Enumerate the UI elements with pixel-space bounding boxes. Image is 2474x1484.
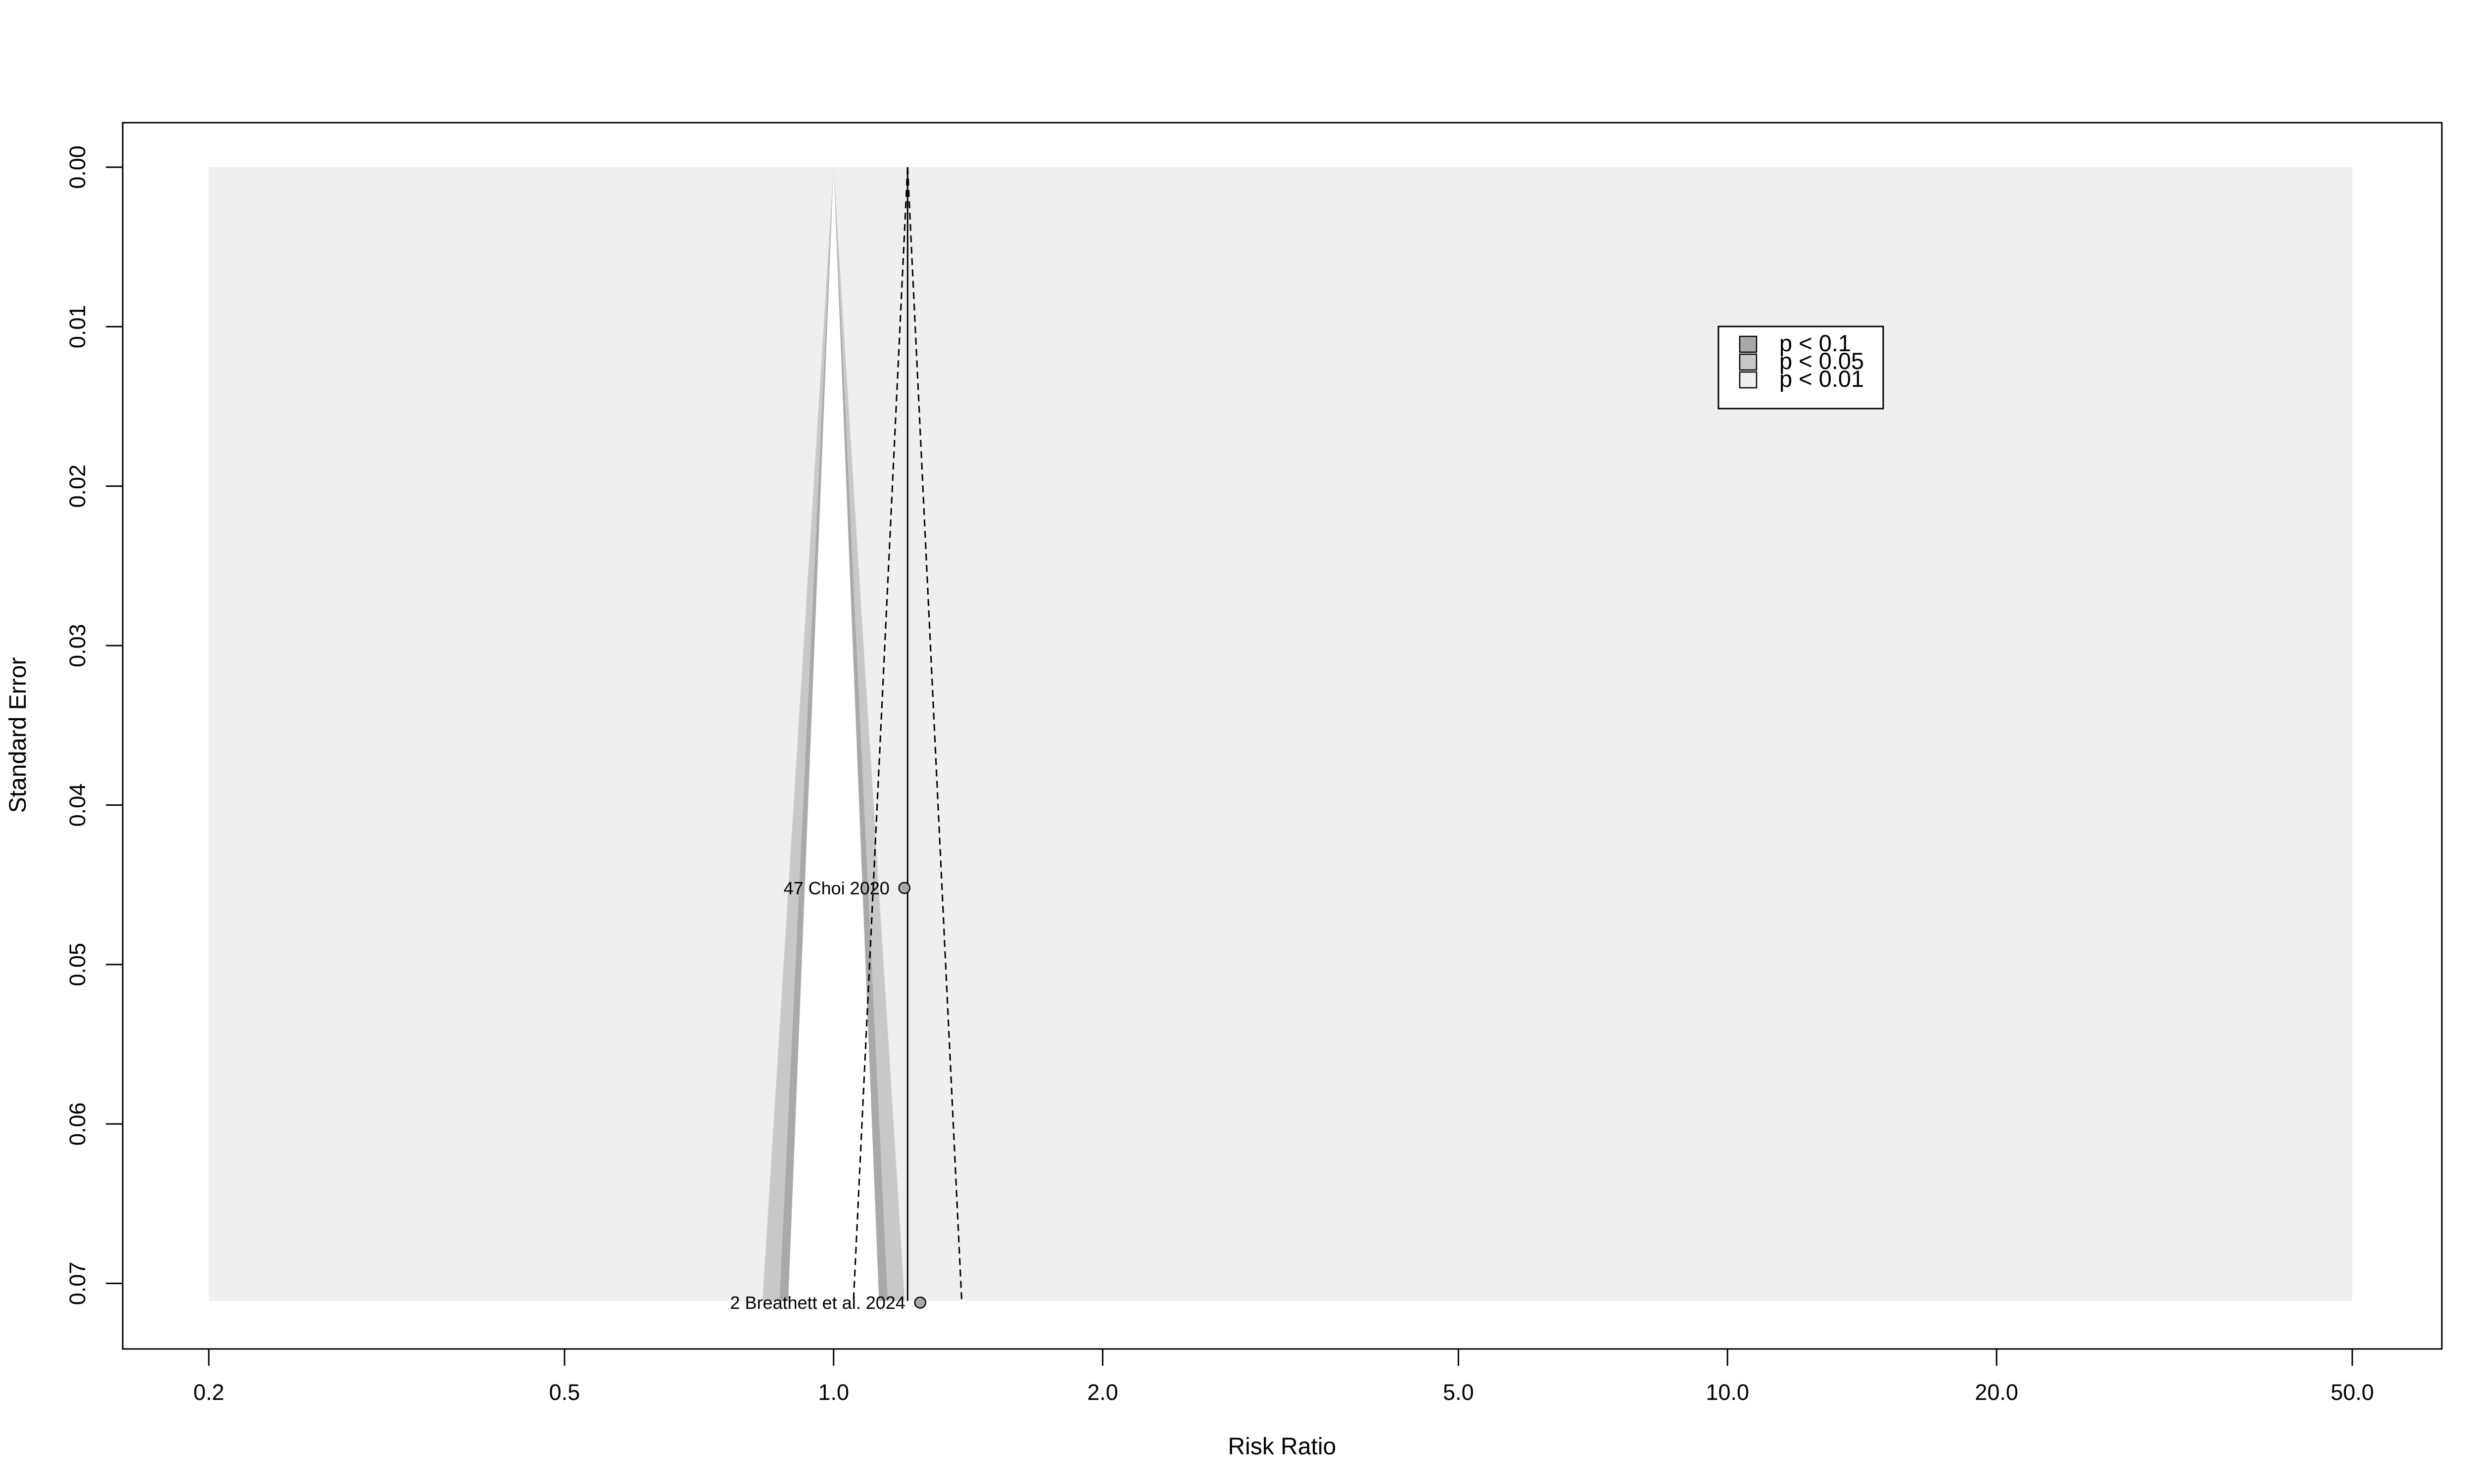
y-tick-label-4: 0.04 [65, 784, 90, 827]
y-tick-label-0: 0.00 [65, 145, 90, 189]
x-tick-label-4: 5.0 [1443, 1380, 1474, 1405]
funnel-lines [853, 167, 963, 1301]
x-tick-label-6: 20.0 [1975, 1380, 2018, 1405]
legend-label-0: p < 0.1 [1779, 330, 1851, 356]
y-axis: 0.00 0.01 0.02 0.03 0.04 0.05 0.06 0.07 [65, 145, 124, 1305]
data-points: 47 Choi 2020 2 Breathett et al. 2024 [730, 878, 927, 1313]
x-tick-label-0: 0.2 [193, 1380, 225, 1405]
contour-regions [209, 167, 2352, 1301]
y-tick-label-3: 0.03 [65, 624, 90, 667]
y-tick-label-5: 0.05 [65, 943, 90, 986]
legend-swatch-2 [1739, 371, 1758, 389]
legend-swatch-0 [1739, 335, 1758, 353]
contour-region-p-001 [209, 167, 2352, 1301]
data-point-1 [914, 1296, 927, 1309]
x-tick-label-5: 10.0 [1706, 1380, 1749, 1405]
study-label-0: 47 Choi 2020 [784, 878, 890, 898]
x-axis-title: Risk Ratio [1228, 1434, 1336, 1460]
legend: p < 0.1p < 0.05p < 0.01 [1717, 325, 1884, 410]
x-tick-label-1: 0.5 [549, 1380, 580, 1405]
x-tick-label-2: 1.0 [818, 1380, 849, 1405]
y-tick-label-6: 0.06 [65, 1102, 90, 1146]
legend-label-1: p < 0.05 [1779, 348, 1864, 374]
x-tick-label-3: 2.0 [1087, 1380, 1118, 1405]
x-tick-label-7: 50.0 [2331, 1380, 2374, 1405]
legend-label-2: p < 0.01 [1779, 366, 1864, 392]
y-axis-title: Standard Error [5, 657, 31, 813]
contour-region-non-significant [788, 167, 879, 1301]
y-tick-label-7: 0.07 [65, 1262, 90, 1305]
data-point-0 [898, 881, 911, 894]
y-tick-label-1: 0.01 [65, 305, 90, 349]
x-axis: 0.2 0.5 1.0 2.0 5.0 10.0 20.0 50.0 [193, 1348, 2374, 1405]
funnel-line-right [906, 167, 963, 1301]
y-tick-label-2: 0.02 [65, 464, 90, 508]
study-label-1: 2 Breathett et al. 2024 [730, 1293, 905, 1313]
legend-swatch-1 [1739, 353, 1758, 371]
funnel-line-left [853, 167, 908, 1301]
